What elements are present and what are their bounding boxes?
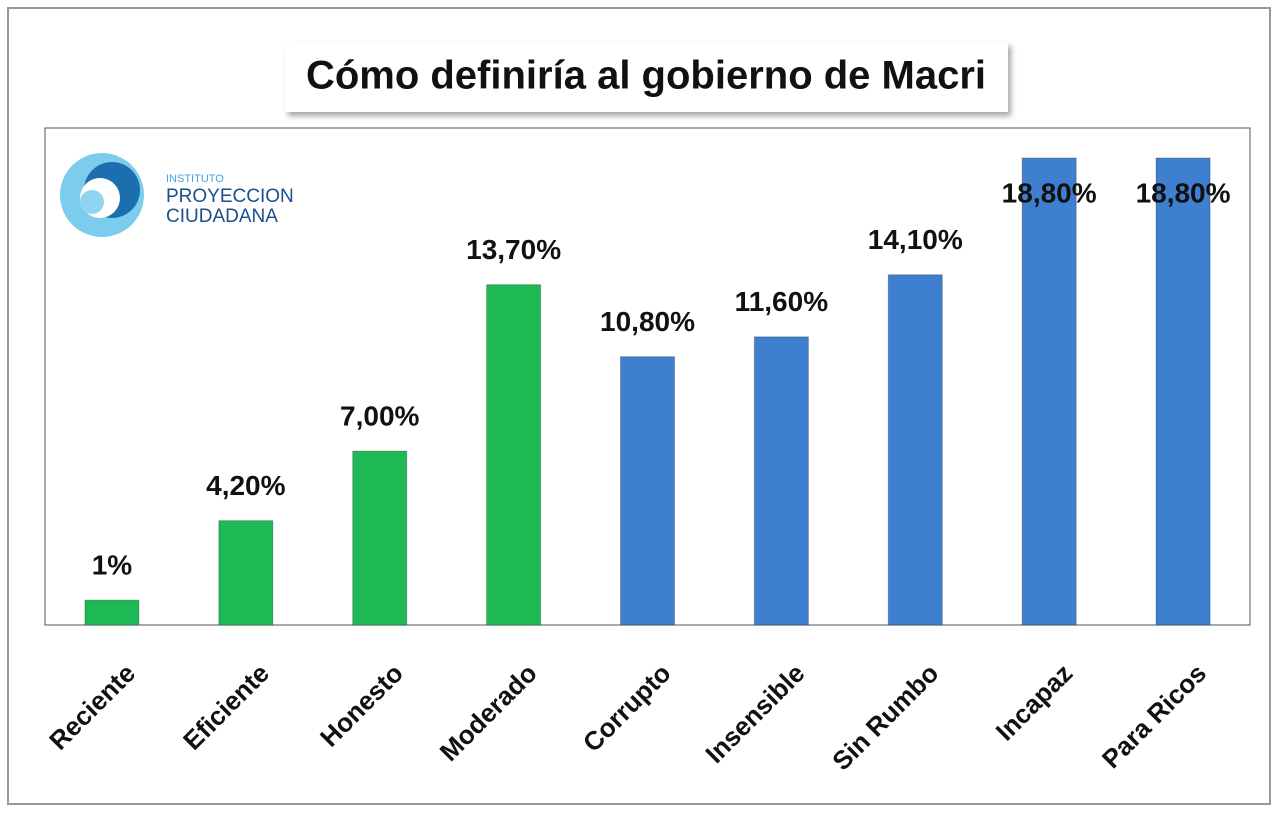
bar: [218, 520, 274, 626]
bar: [620, 356, 675, 626]
bar: [1155, 157, 1211, 626]
value-label: 13,70%: [466, 234, 561, 265]
bar: [352, 450, 408, 626]
value-label: 18,80%: [1136, 177, 1231, 208]
value-label: 18,80%: [1002, 177, 1097, 208]
bar: [486, 284, 542, 626]
logo-text: PROYECCION: [166, 186, 294, 207]
chart-title: Cómo definiría al gobierno de Macri: [306, 54, 986, 98]
bar: [84, 599, 140, 626]
bar: [753, 336, 809, 626]
bar: [887, 274, 943, 626]
value-label: 14,10%: [868, 224, 963, 255]
logo-text: CIUDADANA: [166, 206, 278, 227]
logo-text: INSTITUTO: [166, 173, 224, 185]
value-label: 7,00%: [340, 401, 419, 432]
value-label: 10,80%: [600, 306, 695, 337]
value-label: 11,60%: [735, 286, 829, 317]
logo-mark: [60, 153, 144, 237]
title-box: [285, 42, 1008, 112]
value-label: 1%: [92, 550, 133, 581]
value-label: 4,20%: [206, 470, 285, 501]
bar: [1021, 157, 1077, 626]
